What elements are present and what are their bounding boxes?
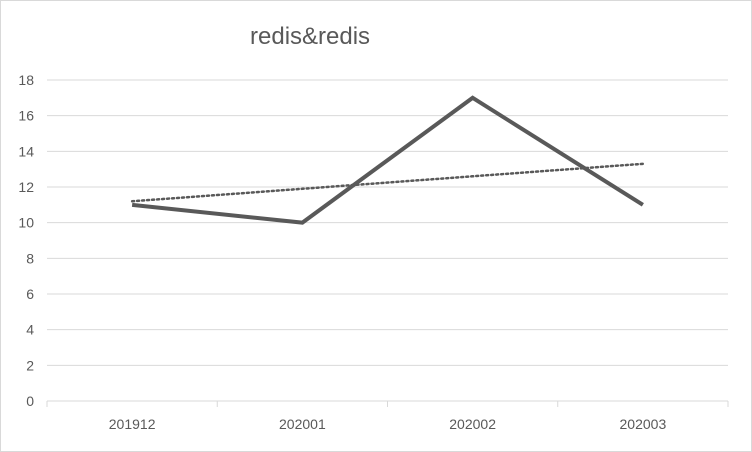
y-tick-label: 12 [18,179,34,195]
series-line [131,95,644,225]
y-tick-label: 6 [26,286,34,302]
x-tick-label: 202003 [620,416,667,432]
y-tick-label: 8 [26,250,34,266]
x-tick-label: 201912 [109,416,156,432]
y-tick-label: 0 [26,393,34,409]
y-tick-label: 10 [18,215,34,231]
y-tick-label: 14 [18,143,34,159]
x-tick-label: 202001 [279,416,326,432]
y-tick-label: 4 [26,322,34,338]
trendline [130,162,645,203]
y-tick-label: 2 [26,357,34,373]
x-tick-label: 202002 [449,416,496,432]
y-tick-label: 18 [18,72,34,88]
y-tick-label: 16 [18,108,34,124]
chart-title: redis&redis [250,23,371,50]
